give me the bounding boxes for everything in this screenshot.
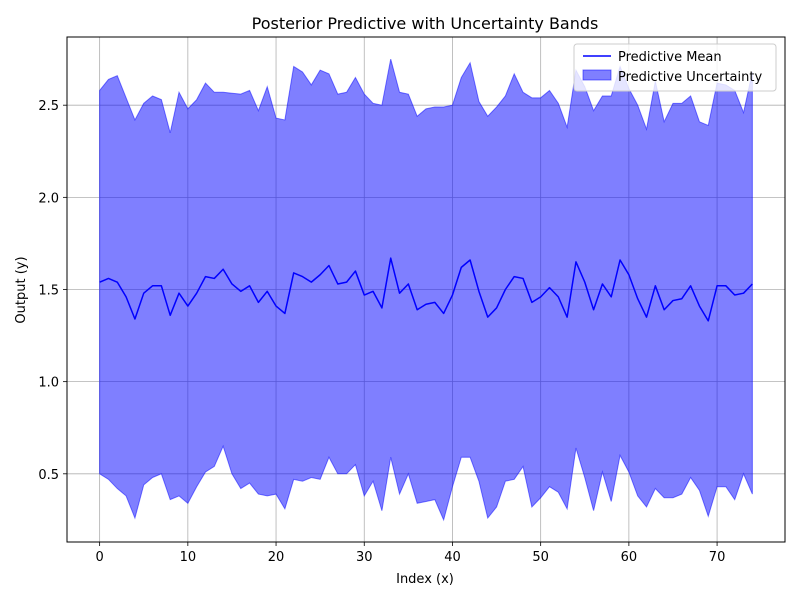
uncertainty-band-area xyxy=(99,58,753,522)
mean-line-path xyxy=(99,257,753,322)
mean-line xyxy=(99,257,753,322)
y-tick-label: 1.5 xyxy=(38,284,59,299)
legend: Predictive Mean Predictive Uncertainty xyxy=(573,43,777,92)
chart-title: Posterior Predictive with Uncertainty Ba… xyxy=(252,14,599,33)
y-tick-label: 0.5 xyxy=(38,468,59,483)
y-tick-label: 2.0 xyxy=(38,191,59,206)
y-tick-label: 2.5 xyxy=(38,99,59,114)
x-tick-label: 60 xyxy=(621,550,638,565)
x-tick-label: 50 xyxy=(532,550,549,565)
x-tick-label: 40 xyxy=(444,550,461,565)
legend-label-mean: Predictive Mean xyxy=(618,50,722,65)
x-tick-label: 70 xyxy=(709,550,726,565)
y-axis-label: Output (y) xyxy=(14,256,29,323)
x-tick-label: 10 xyxy=(180,550,197,565)
legend-label-uncertainty: Predictive Uncertainty xyxy=(618,70,762,85)
x-tick-label: 0 xyxy=(95,550,103,565)
x-ticks: 0 10 20 30 40 50 60 70 xyxy=(95,542,725,565)
legend-band-swatch xyxy=(582,69,612,81)
x-tick-label: 20 xyxy=(268,550,285,565)
legend-box xyxy=(573,43,777,92)
y-ticks: 0.5 1.0 1.5 2.0 2.5 xyxy=(38,99,67,483)
x-axis-label: Index (x) xyxy=(396,572,454,587)
uncertainty-band xyxy=(99,58,753,522)
y-tick-label: 1.0 xyxy=(38,376,59,391)
x-tick-label: 30 xyxy=(356,550,373,565)
